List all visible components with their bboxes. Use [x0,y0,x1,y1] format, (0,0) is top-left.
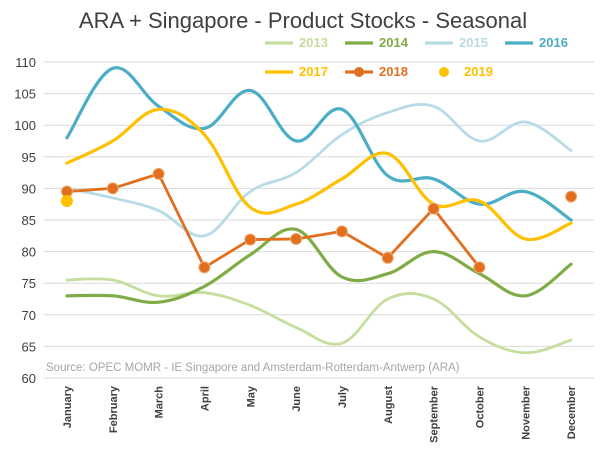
data-point-2018 [565,190,578,203]
legend-item-2015: 2015 [425,35,488,50]
series-line-2015 [65,102,573,238]
y-tick-label: 105 [14,87,36,102]
x-tick-label: April [199,386,211,411]
data-point-2018 [106,182,119,195]
legend-item-2017: 2017 [265,64,328,79]
series-2015 [65,102,573,238]
legend-label: 2017 [299,64,328,79]
series-line-2014 [65,227,573,305]
series-2014 [65,227,573,305]
legend-item-2013: 2013 [265,35,328,50]
data-point-2018 [427,202,440,215]
series-line-2017 [65,107,573,242]
x-tick-label: September [429,385,441,443]
legend-item-2019: 2019 [439,64,493,79]
y-tick-label: 75 [22,276,36,291]
series-2016 [65,66,573,222]
y-tick-label: 100 [14,118,36,133]
x-tick-label: June [291,386,303,412]
series-layer [60,66,578,355]
y-tick-label: 80 [22,245,36,260]
legend-label: 2015 [459,35,488,50]
series-2019 [60,195,73,208]
y-tick-label: 110 [15,55,36,70]
data-point-2018 [244,233,257,246]
data-point-2018 [290,232,303,245]
legend-label: 2019 [464,64,493,79]
x-tick-label: November [520,385,532,440]
legend-marker [354,67,364,77]
data-point-2018 [473,261,486,274]
data-point-2018 [152,167,165,180]
legend-item-2016: 2016 [505,35,568,50]
series-line-2013 [65,277,573,355]
x-tick-label: February [108,385,120,433]
legend-swatch [439,67,449,77]
y-tick-label: 60 [22,371,36,386]
source-note: Source: OPEC MOMR - IE Singapore and Ams… [46,362,460,374]
legend-item-2018: 2018 [345,64,408,79]
x-tick-label: January [62,385,74,428]
x-tick-label: July [337,385,349,408]
y-axis: 60 65 70 75 80 85 90 95 100 105 110 [14,55,36,386]
series-2018 [60,167,578,274]
x-tick-label: August [383,386,395,424]
data-point-2018 [381,251,394,264]
y-tick-label: 65 [22,339,36,354]
gridlines [44,61,594,379]
series-line-2016 [65,66,573,222]
legend-label: 2016 [539,35,568,50]
chart-title: ARA + Singapore - Product Stocks - Seaso… [79,8,527,33]
y-tick-label: 90 [22,181,36,196]
y-tick-label: 70 [22,308,36,323]
series-2013 [65,277,573,355]
legend-item-2014: 2014 [345,35,409,50]
legend: 2013 2014 2015 2016 2017 2018 2019 [265,35,568,79]
x-tick-label: December [566,385,578,439]
x-tick-label: March [154,386,166,419]
x-axis: January February March April May June July Augu… [62,385,578,443]
y-tick-label: 95 [22,150,36,165]
x-tick-label: October [474,385,486,428]
series-line-2018 [65,172,481,269]
legend-label: 2018 [379,64,408,79]
data-point-2018 [198,261,211,274]
legend-label: 2013 [299,35,328,50]
series-2017 [65,107,573,242]
data-point-2018 [335,225,348,238]
legend-label: 2014 [379,35,409,50]
data-point-2019 [60,195,73,208]
x-tick-label: May [245,385,257,407]
y-tick-label: 85 [22,213,36,228]
